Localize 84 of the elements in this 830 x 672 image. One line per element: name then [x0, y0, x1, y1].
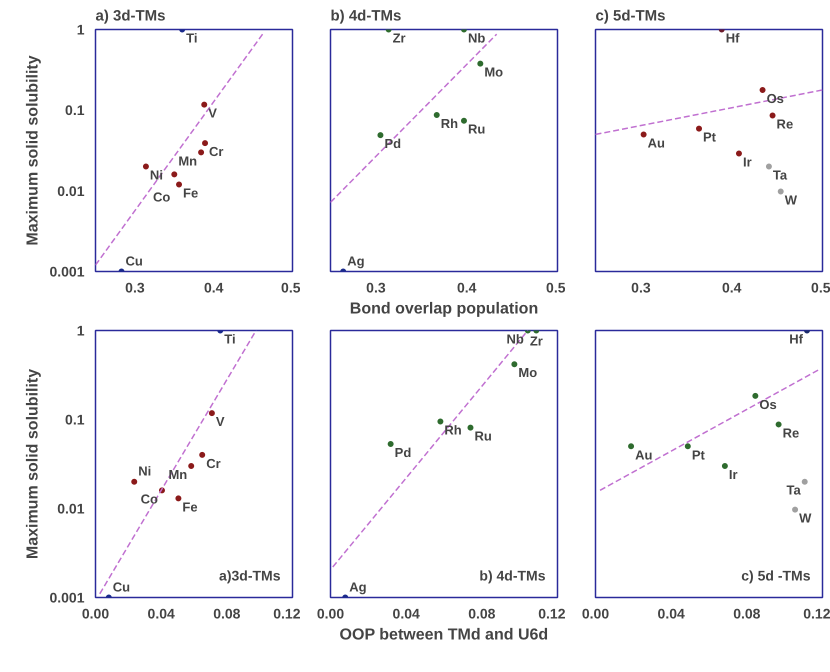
y-tick-label: 0.001: [49, 590, 85, 606]
x-tick-label: 0.00: [582, 606, 610, 622]
annotation: Cr: [206, 456, 221, 471]
annotation: Au: [635, 447, 652, 462]
annotation: Fe: [183, 185, 198, 200]
x-tick-label: 0.12: [538, 606, 566, 622]
annotation: Mo: [484, 64, 504, 80]
x-tick-label: 0.5: [811, 280, 830, 296]
annotation: Hf: [726, 30, 740, 46]
x-tick-label: 0.4: [204, 280, 224, 296]
annotation: Cr: [209, 144, 224, 160]
annotation: Fe: [182, 499, 198, 514]
x-tick-label: 0.04: [658, 606, 686, 622]
annotation: Ru: [468, 122, 486, 137]
annotation: Ti: [186, 30, 198, 46]
y-axis-title: Maximum solid solubility: [24, 368, 42, 560]
annotation: V: [216, 414, 225, 430]
y-tick-label: 1: [76, 322, 85, 338]
annotation: Rh: [440, 116, 458, 132]
annotation: Mn: [178, 153, 198, 168]
annotation: Ni: [138, 464, 152, 479]
chart-title: c) 5d-TMs: [596, 8, 666, 24]
x-tick-label: 0.4: [722, 280, 742, 296]
annotation: Re: [782, 425, 800, 440]
annotation: Cu: [126, 254, 143, 268]
annotation: Ta: [786, 482, 802, 498]
x-tick-label: 0.3: [366, 280, 386, 296]
annotation: Ir: [742, 154, 752, 170]
annotation: Ta: [772, 168, 788, 183]
x-tick-label: 0.3: [125, 280, 145, 296]
annotation: Pd: [394, 445, 412, 460]
y-axis-title: Maximum solid solubility: [24, 55, 42, 246]
y-tick-label: 0.001: [49, 264, 85, 280]
annotation: Ru: [474, 428, 492, 444]
x-tick-label: 0.5: [546, 280, 566, 296]
annotation: b) 4d-TMs: [479, 568, 546, 584]
annotation: Pt: [703, 130, 717, 145]
x-tick-label: 0.00: [316, 606, 344, 622]
annotation: Re: [776, 116, 794, 132]
x-tick-label: 0.4: [456, 280, 477, 296]
x-tick-label: 0.5: [281, 280, 301, 296]
annotation: W: [799, 510, 812, 526]
x-tick-label: 0.12: [803, 606, 830, 622]
annotation: Ag: [347, 254, 365, 268]
annotation: Zr: [530, 334, 543, 348]
annotation: V: [208, 106, 218, 121]
x-axis-title: Bond overlap population: [350, 300, 538, 318]
x-tick-label: 0.00: [82, 606, 110, 622]
y-tick-label: 0.01: [57, 500, 85, 516]
annotation: Au: [648, 135, 666, 150]
annotation: Mn: [168, 467, 188, 482]
annotation: Ag: [349, 580, 367, 594]
annotation: Nb: [468, 30, 486, 46]
annotation: c) 5d -TMs: [741, 568, 811, 584]
annotation: Zr: [392, 30, 406, 46]
chart-title: b) 4d-TMs: [330, 8, 402, 24]
annotation: Pt: [692, 447, 706, 462]
x-tick-label: 0.3: [631, 280, 651, 296]
annotation: Co: [140, 491, 158, 506]
x-tick-label: 0.04: [148, 606, 176, 622]
annotation: a)3d-TMs: [219, 568, 281, 584]
annotation: Mo: [518, 365, 538, 380]
annotation: Cu: [112, 580, 130, 594]
annotation: Rh: [444, 422, 462, 438]
annotation: Ir: [728, 467, 738, 482]
x-tick-label: 0.12: [273, 606, 301, 622]
x-tick-label: 0.08: [733, 606, 761, 622]
chart-title: a) 3d-TMs: [96, 8, 166, 24]
y-tick-label: 0.01: [57, 182, 85, 199]
x-axis-title: OOP between TMd and U6d: [340, 626, 548, 644]
x-tick-label: 0.08: [468, 606, 496, 622]
annotation: Hf: [789, 332, 804, 346]
x-tick-label: 0.08: [213, 606, 241, 622]
annotation: Co: [152, 189, 170, 204]
annotation: Ni: [150, 168, 163, 183]
x-tick-label: 0.04: [392, 606, 420, 622]
annotation: Pd: [384, 136, 402, 152]
annotation: Nb: [506, 332, 524, 346]
y-tick-label: 0.1: [65, 102, 85, 118]
annotation: Os: [759, 396, 777, 412]
annotation: Ti: [224, 332, 236, 346]
annotation: W: [784, 192, 798, 208]
y-tick-label: 0.1: [65, 412, 85, 428]
y-tick-label: 1: [76, 22, 85, 38]
